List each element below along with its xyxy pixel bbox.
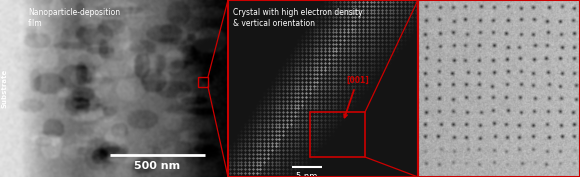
Text: 500 nm: 500 nm <box>135 161 180 171</box>
Text: [001]: [001] <box>344 76 369 118</box>
Text: 5 nm: 5 nm <box>296 172 318 177</box>
Text: Nanoparticle-deposition
film: Nanoparticle-deposition film <box>28 8 120 28</box>
Bar <box>228 0 418 177</box>
Bar <box>198 77 208 87</box>
Bar <box>310 112 365 157</box>
Bar <box>418 0 580 177</box>
Text: Crystal with high electron density
& vertical orientation: Crystal with high electron density & ver… <box>233 8 362 28</box>
Text: Substrate: Substrate <box>2 68 8 108</box>
